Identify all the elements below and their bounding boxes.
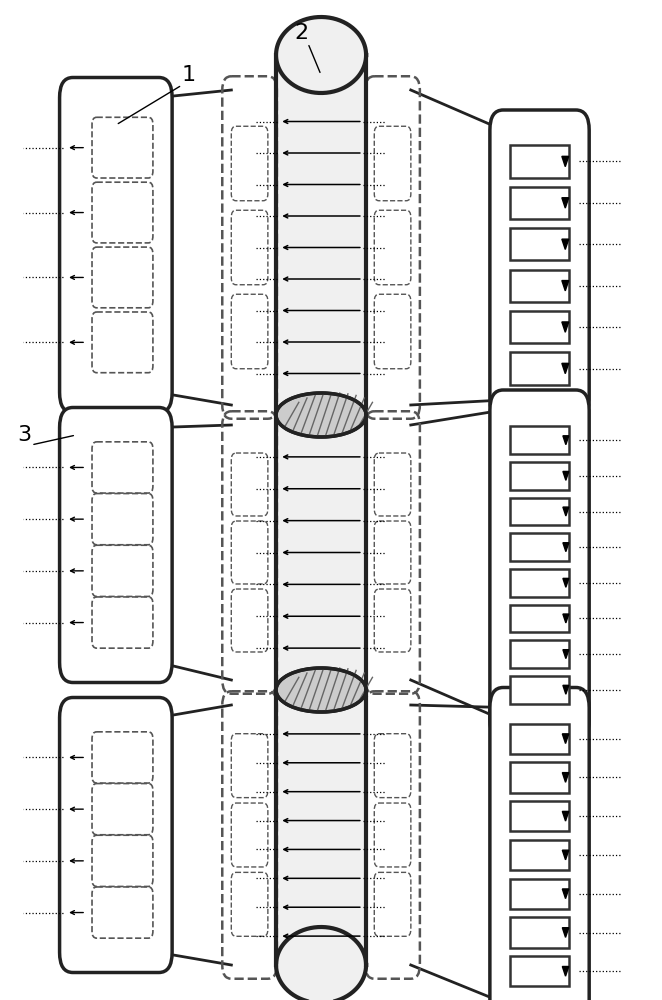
Bar bbox=[510, 462, 569, 490]
Polygon shape bbox=[562, 928, 569, 937]
Polygon shape bbox=[276, 55, 366, 965]
Bar bbox=[510, 228, 569, 260]
Bar bbox=[510, 569, 569, 597]
Text: 3: 3 bbox=[17, 425, 32, 445]
Bar bbox=[510, 840, 569, 870]
Bar bbox=[510, 352, 569, 385]
FancyBboxPatch shape bbox=[60, 698, 172, 972]
Polygon shape bbox=[562, 281, 569, 291]
FancyBboxPatch shape bbox=[490, 688, 589, 1000]
Polygon shape bbox=[562, 811, 569, 821]
Ellipse shape bbox=[276, 393, 366, 437]
Polygon shape bbox=[562, 198, 569, 208]
Bar bbox=[510, 801, 569, 831]
Bar bbox=[510, 762, 569, 793]
Polygon shape bbox=[562, 239, 569, 249]
Bar bbox=[510, 956, 569, 986]
Bar bbox=[510, 498, 569, 525]
Polygon shape bbox=[562, 889, 569, 899]
FancyBboxPatch shape bbox=[490, 390, 589, 740]
FancyBboxPatch shape bbox=[490, 110, 589, 420]
Polygon shape bbox=[562, 363, 569, 374]
Polygon shape bbox=[563, 507, 569, 516]
Polygon shape bbox=[562, 850, 569, 860]
Bar bbox=[510, 187, 569, 219]
Bar bbox=[510, 533, 569, 561]
Polygon shape bbox=[276, 17, 366, 93]
Polygon shape bbox=[563, 543, 569, 552]
FancyBboxPatch shape bbox=[60, 78, 172, 412]
Polygon shape bbox=[562, 773, 569, 782]
Polygon shape bbox=[276, 927, 366, 1000]
Bar bbox=[510, 917, 569, 948]
Bar bbox=[510, 311, 569, 343]
Polygon shape bbox=[562, 156, 569, 167]
Bar bbox=[510, 640, 569, 668]
Text: 2: 2 bbox=[294, 23, 308, 43]
Bar bbox=[510, 676, 569, 704]
Polygon shape bbox=[562, 966, 569, 976]
Polygon shape bbox=[563, 614, 569, 623]
Bar bbox=[510, 879, 569, 909]
Polygon shape bbox=[563, 650, 569, 659]
Polygon shape bbox=[562, 322, 569, 332]
Polygon shape bbox=[563, 436, 569, 445]
Polygon shape bbox=[563, 578, 569, 587]
Text: 1: 1 bbox=[181, 65, 196, 85]
Bar bbox=[510, 426, 569, 454]
FancyBboxPatch shape bbox=[60, 408, 172, 682]
Bar bbox=[510, 605, 569, 632]
Polygon shape bbox=[562, 734, 569, 744]
Bar bbox=[510, 270, 569, 302]
Bar bbox=[510, 145, 569, 178]
Polygon shape bbox=[563, 471, 569, 480]
Polygon shape bbox=[563, 685, 569, 694]
Bar bbox=[510, 724, 569, 754]
Ellipse shape bbox=[276, 668, 366, 712]
